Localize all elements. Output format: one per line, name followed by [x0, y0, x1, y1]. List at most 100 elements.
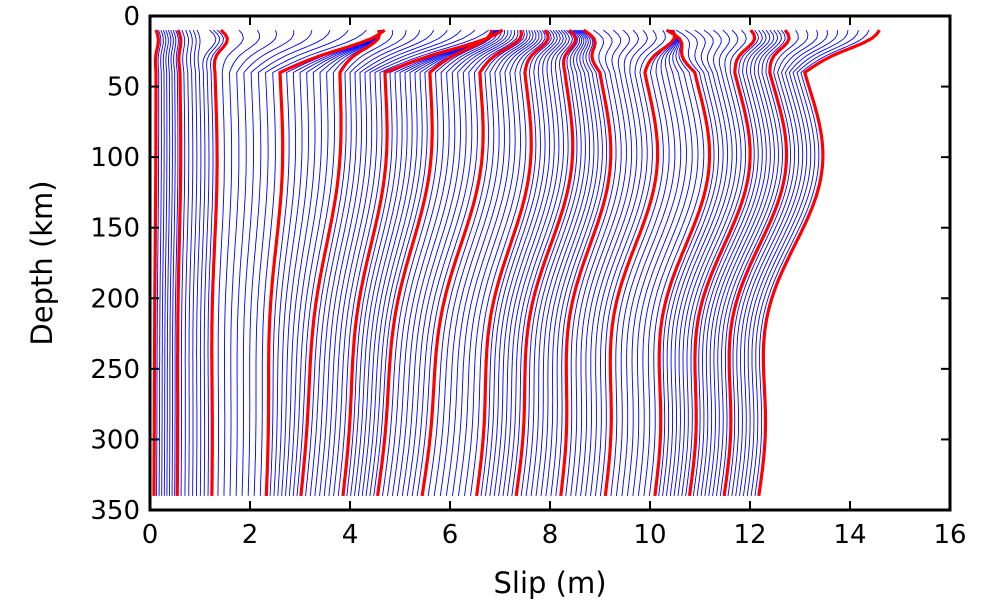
- slip-profile-fine: [550, 29, 603, 496]
- slip-profile-fine: [365, 29, 496, 496]
- x-tick-label: 6: [442, 520, 459, 550]
- slip-profile-fine: [319, 29, 435, 496]
- slip-profile-fine: [281, 29, 383, 496]
- slip-profile-fine: [373, 29, 494, 496]
- slip-profile-highlight: [420, 29, 524, 497]
- slip-profile-fine: [719, 29, 786, 496]
- slip-profile-fine: [595, 29, 657, 496]
- slip-profile-fine: [677, 29, 738, 496]
- slip-profile-fine: [314, 29, 421, 496]
- slip-profile-fine: [180, 29, 186, 496]
- profile-curves: [152, 28, 881, 497]
- slip-profile-fine: [484, 29, 555, 496]
- slip-profile-highlight: [299, 29, 382, 497]
- x-tick-label: 12: [733, 520, 766, 550]
- slip-profile-fine: [535, 29, 591, 496]
- slip-profile-fine: [346, 29, 502, 496]
- y-axis-label: Depth (km): [25, 180, 59, 345]
- slip-profile-fine: [648, 29, 705, 496]
- slip-profile-fine: [328, 29, 462, 496]
- slip-profile-highlight: [264, 28, 386, 496]
- slip-profile-fine: [708, 29, 775, 496]
- slip-profile-highlight: [210, 28, 230, 496]
- slip-profile-fine: [203, 29, 221, 496]
- slip-profile-fine: [464, 29, 543, 496]
- slip-profile-fine: [643, 29, 699, 496]
- slip-profile-highlight: [757, 29, 881, 497]
- slip-profile-highlight: [341, 28, 504, 497]
- slip-profile-fine: [361, 29, 497, 496]
- slip-profile-fine: [673, 29, 733, 496]
- slip-profile-highlight: [559, 28, 613, 497]
- slip-profile-fine: [382, 29, 496, 496]
- slip-profile-fine: [354, 29, 500, 496]
- slip-profile-fine: [377, 29, 493, 496]
- slip-profile-fine: [427, 30, 525, 496]
- slip-profile-fine: [253, 29, 349, 496]
- slip-profile-fine: [746, 30, 849, 496]
- slip-profile-fine: [681, 29, 742, 496]
- slip-profile-fine: [269, 29, 385, 496]
- axis-ticks: 0 2 4 6 8 10 12 14 16 0 50 100 150 200 250 300 350: [90, 2, 966, 550]
- slip-profile-fine: [171, 29, 177, 496]
- slip-profile-highlight: [175, 29, 183, 496]
- slip-profile-fine: [754, 29, 870, 496]
- slip-profile-fine: [716, 29, 782, 496]
- slip-profile-highlight: [514, 28, 578, 497]
- slip-profile-fine: [323, 29, 448, 496]
- slip-profile-fine: [396, 30, 506, 496]
- slip-profile-fine: [277, 29, 383, 496]
- slip-profile-fine: [369, 29, 495, 496]
- slip-profile-fine: [685, 29, 747, 496]
- slip-profile-fine: [692, 29, 759, 496]
- x-tick-label: 4: [342, 520, 359, 550]
- slip-profile-fine: [489, 29, 558, 496]
- slip-profile-fine: [493, 29, 561, 496]
- slip-profile-fine: [333, 29, 476, 496]
- slip-profile-fine: [520, 29, 579, 496]
- slip-profile-fine: [387, 30, 499, 496]
- slip-profile-fine: [433, 29, 528, 496]
- y-tick-label: 350: [90, 496, 140, 526]
- slip-profile-fine: [621, 29, 677, 496]
- slip-profile-fine: [259, 29, 367, 496]
- slip-profile-fine: [585, 29, 640, 496]
- x-tick-label: 16: [933, 520, 966, 550]
- slip-profile-fine: [704, 29, 771, 496]
- slip-profile-fine: [637, 29, 693, 496]
- slip-profile-fine: [610, 29, 676, 496]
- slip-profile-fine: [735, 29, 819, 496]
- y-tick-label: 250: [90, 355, 140, 385]
- slip-profile-fine: [700, 29, 767, 496]
- slip-profile-fine: [158, 29, 164, 496]
- slip-profile-fine: [632, 29, 687, 496]
- slip-profile-fine: [439, 29, 531, 496]
- slip-profile-fine: [540, 29, 595, 496]
- slip-profile-fine: [669, 29, 729, 496]
- slip-profile-fine: [723, 29, 790, 496]
- slip-profile-fine: [166, 29, 172, 496]
- slip-profile-fine: [337, 29, 490, 496]
- slip-profile-fine: [292, 30, 381, 496]
- slip-profile-highlight: [376, 29, 494, 497]
- slip-profile-fine: [750, 29, 859, 496]
- slip-profile-fine: [555, 29, 608, 496]
- slip-profile-highlight: [152, 29, 160, 496]
- slip-profile-fine: [241, 29, 313, 496]
- slip-profile-fine: [174, 29, 179, 496]
- slip-profile-fine: [727, 29, 799, 496]
- slip-profile-fine: [530, 29, 586, 496]
- slip-profile-fine: [288, 29, 382, 496]
- plot-frame: [148, 14, 952, 512]
- slip-profile-fine: [199, 29, 217, 496]
- slip-profile-fine: [416, 30, 519, 496]
- slip-profile-highlight: [653, 28, 712, 497]
- slip-profile-highlight: [687, 29, 757, 497]
- slip-profile-fine: [665, 29, 724, 496]
- slip-profile-highlight: [603, 29, 677, 497]
- slip-profile-fine: [742, 30, 838, 496]
- slip-profile-fine: [184, 29, 190, 496]
- y-tick-label: 150: [90, 214, 140, 244]
- slip-profile-fine: [511, 29, 573, 496]
- slip-profile-fine: [615, 29, 676, 496]
